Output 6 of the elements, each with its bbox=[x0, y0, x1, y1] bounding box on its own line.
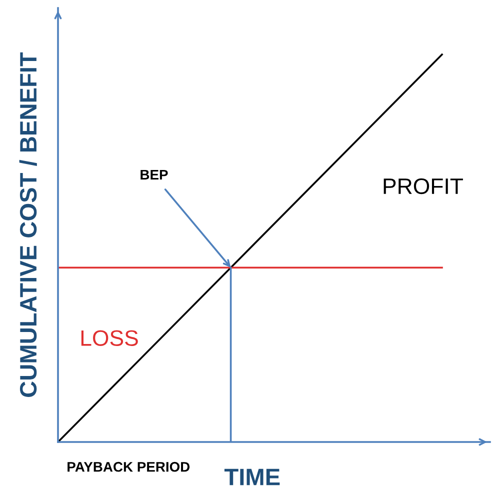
annotation: BEP bbox=[140, 170, 168, 180]
text: PAYBACK PERIOD bbox=[68, 462, 190, 472]
annotation: LOSS bbox=[81, 330, 138, 346]
x-axis-title: TIME bbox=[224, 468, 280, 486]
annotation: PROFIT bbox=[384, 178, 463, 194]
y-axis-title: CUMULATIVE COST / BENEFIT bbox=[19, 52, 37, 397]
